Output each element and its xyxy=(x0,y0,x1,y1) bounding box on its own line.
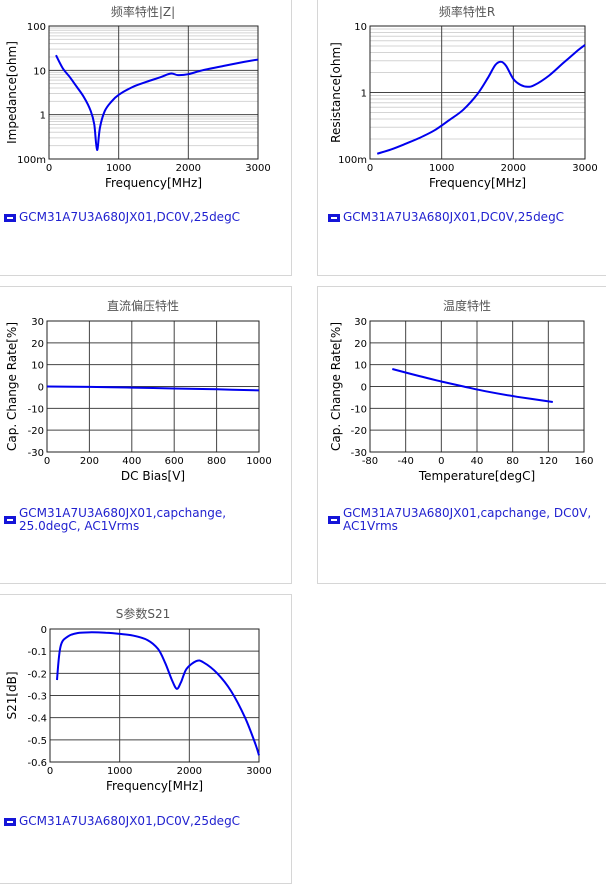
x-tick-label: 1000 xyxy=(246,456,271,467)
grid-lines xyxy=(369,320,585,453)
legend-label: GCM31A7U3A680JX01,capchange, DC0V, AC1Vr… xyxy=(343,506,592,533)
x-axis-label: Frequency[MHz] xyxy=(106,779,203,793)
resistance-chart: 0 1000 2000 3000 100m 1 10 Frequency[MHz] Resist… xyxy=(329,22,598,190)
y-tick-label: 0 xyxy=(38,383,44,394)
legend-swatch-icon xyxy=(328,214,340,222)
x-tick-label: 120 xyxy=(539,456,558,467)
legend-label: GCM31A7U3A680JX01,DC0V,25degC xyxy=(19,814,241,828)
x-tick-label: 0 xyxy=(47,766,53,777)
x-tick-label: 3000 xyxy=(245,163,270,174)
dc-bias-chart: 0 200 400 600 800 1000 -30 -20 -10 0 10 20 30 DC Bias… xyxy=(5,317,272,483)
x-axis-label: Temperature[degC] xyxy=(418,469,535,483)
series-line xyxy=(392,368,553,403)
y-axis-label: S21[dB] xyxy=(5,671,19,719)
plot-frame xyxy=(369,25,586,160)
x-tick-label: 3000 xyxy=(572,163,597,174)
y-tick-label: 20 xyxy=(31,339,44,350)
plot-frame xyxy=(49,628,260,763)
x-axis-label: Frequency[MHz] xyxy=(105,176,202,190)
x-axis-label: DC Bias[V] xyxy=(121,469,185,483)
x-tick-label: 2000 xyxy=(501,163,526,174)
legend-swatch-icon xyxy=(4,214,16,222)
y-axis-label: Cap. Change Rate[%] xyxy=(329,322,343,451)
y-tick-label: 30 xyxy=(31,317,44,328)
y-tick-label: -0.3 xyxy=(27,692,47,703)
y-tick-label: -20 xyxy=(28,426,44,437)
chart-title: 直流偏压特性 xyxy=(106,299,180,313)
x-tick-label: 400 xyxy=(122,456,141,467)
y-tick-label: -30 xyxy=(351,448,367,459)
y-tick-label: 10 xyxy=(33,66,46,77)
chart-title: 频率特性R xyxy=(438,5,496,19)
series-line xyxy=(56,631,260,756)
y-axis-label: Cap. Change Rate[%] xyxy=(5,322,19,451)
y-tick-label: 10 xyxy=(354,22,367,33)
y-tick-label: 1 xyxy=(40,111,46,122)
chart-title: 温度特性 xyxy=(442,299,492,313)
y-tick-label: -0.4 xyxy=(27,714,47,725)
y-tick-label: -0.6 xyxy=(27,758,47,769)
x-tick-label: 160 xyxy=(574,456,593,467)
legend-label: GCM31A7U3A680JX01,DC0V,25degC xyxy=(343,210,565,224)
y-tick-label: 0 xyxy=(41,625,47,636)
impedance-chart: 0 1000 2000 3000 100m 1 10 100 Frequency[MHz] Imp… xyxy=(5,22,271,190)
temperature-chart: -80 -40 0 40 80 120 160 -30 -20 -10 0 10 20 30 Tempera… xyxy=(329,317,594,483)
x-tick-label: 0 xyxy=(367,163,373,174)
y-tick-label: 10 xyxy=(354,361,367,372)
x-tick-label: 80 xyxy=(506,456,519,467)
y-tick-label: -10 xyxy=(351,404,367,415)
y-tick-label: 20 xyxy=(354,339,367,350)
x-tick-label: 40 xyxy=(471,456,484,467)
x-tick-label: 1000 xyxy=(107,766,132,777)
chart-title: S参数S21 xyxy=(115,607,171,621)
x-tick-label: 0 xyxy=(438,456,444,467)
chart-panel-s21 xyxy=(0,594,292,884)
y-tick-label: 100 xyxy=(27,22,46,33)
grid-lines xyxy=(49,628,260,763)
y-tick-label: -20 xyxy=(351,426,367,437)
y-axis-label: Impedance[ohm] xyxy=(5,41,19,144)
y-axis-label: Resistance[ohm] xyxy=(329,42,343,143)
x-tick-label: 600 xyxy=(165,456,184,467)
chart-panel-temperature xyxy=(317,286,606,584)
x-tick-label: 1000 xyxy=(429,163,454,174)
y-tick-label: 100m xyxy=(17,155,46,166)
plot-frame xyxy=(48,25,259,160)
y-tick-label: 0 xyxy=(361,383,367,394)
series-line xyxy=(376,44,586,155)
legend-swatch-icon xyxy=(4,818,16,826)
x-tick-label: 800 xyxy=(207,456,226,467)
x-axis-label: Frequency[MHz] xyxy=(429,176,526,190)
x-tick-label: 3000 xyxy=(246,766,271,777)
y-tick-label: 1 xyxy=(361,89,367,100)
x-tick-label: -40 xyxy=(397,456,413,467)
chart-title: 频率特性|Z| xyxy=(110,5,176,19)
chart-panel-dc-bias xyxy=(0,286,292,584)
x-tick-label: 0 xyxy=(44,456,50,467)
y-tick-label: -30 xyxy=(28,448,44,459)
y-tick-label: -0.5 xyxy=(27,736,47,747)
plot-frame xyxy=(369,320,585,453)
y-tick-label: -0.1 xyxy=(27,647,47,658)
series-line xyxy=(55,54,259,152)
y-tick-label: 10 xyxy=(31,361,44,372)
x-tick-label: 0 xyxy=(46,163,52,174)
legend-label: GCM31A7U3A680JX01,capchange, 25.0degC, A… xyxy=(19,506,227,533)
s21-chart: 0 1000 2000 3000 -0.6 -0.5 -0.4 -0.3 -0.2 -0.1 0 Fr… xyxy=(5,625,272,793)
x-tick-label: 2000 xyxy=(176,163,201,174)
x-tick-label: -80 xyxy=(362,456,378,467)
y-tick-label: 100m xyxy=(338,155,367,166)
y-tick-label: -0.2 xyxy=(27,669,47,680)
legend-swatch-icon xyxy=(4,516,16,524)
y-tick-label: 30 xyxy=(354,317,367,328)
series-line xyxy=(46,385,260,392)
x-tick-label: 2000 xyxy=(177,766,202,777)
legend-label: GCM31A7U3A680JX01,DC0V,25degC xyxy=(19,210,241,224)
x-tick-label: 1000 xyxy=(106,163,131,174)
x-tick-label: 200 xyxy=(80,456,99,467)
y-tick-label: -10 xyxy=(28,404,44,415)
legend-swatch-icon xyxy=(328,516,340,524)
